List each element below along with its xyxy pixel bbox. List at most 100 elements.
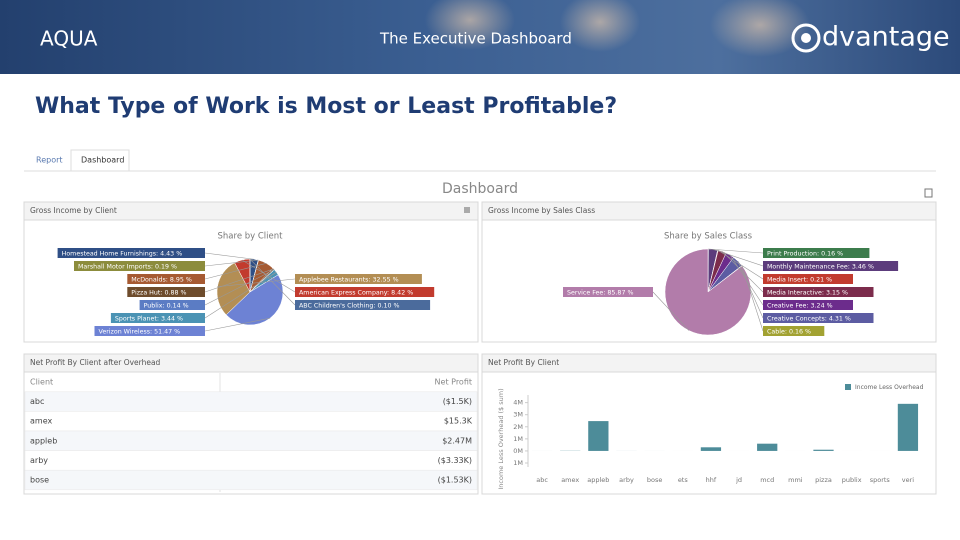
slice-label: Publix: 0.14 % bbox=[144, 303, 189, 310]
slice-label-box bbox=[57, 248, 205, 258]
table-row bbox=[24, 469, 478, 491]
slice-label: Cable: 0.16 % bbox=[767, 329, 811, 336]
logo-icon bbox=[801, 33, 811, 43]
table-header: Net Profit bbox=[435, 378, 472, 387]
x-tick-label: hhf bbox=[706, 476, 717, 484]
slice-label-box bbox=[563, 287, 653, 297]
table-cell: ($1.5K) bbox=[443, 397, 472, 406]
brand: AQUA bbox=[40, 27, 98, 51]
leader-line bbox=[741, 265, 764, 332]
panel-header bbox=[23, 201, 479, 221]
slice-label: Service Fee: 85.87 % bbox=[567, 290, 633, 297]
panel-header bbox=[481, 201, 937, 221]
slice-label-box bbox=[763, 248, 870, 258]
table-cell: amex bbox=[30, 417, 52, 426]
bar bbox=[757, 443, 778, 451]
x-tick-label: publix bbox=[842, 476, 862, 484]
x-tick-label: ets bbox=[678, 476, 689, 484]
slice-label: ABC Children's Clothing: 0.10 % bbox=[299, 303, 399, 310]
slice-label-box bbox=[127, 287, 205, 297]
leader-line bbox=[249, 258, 296, 306]
y-tick-label: 3M bbox=[513, 411, 523, 419]
slice-label-box bbox=[763, 274, 853, 284]
logo-icon bbox=[791, 23, 821, 53]
header-photo bbox=[710, 0, 810, 57]
table-cell: $2.47M bbox=[442, 436, 472, 445]
x-tick-label: mmi bbox=[788, 476, 803, 484]
slice-label: McDonalds: 8.95 % bbox=[131, 277, 192, 284]
panel-header bbox=[23, 353, 479, 373]
x-tick-label: bose bbox=[647, 476, 663, 484]
chart-title: Share by Client bbox=[218, 232, 284, 242]
table-row bbox=[24, 450, 478, 471]
table-row bbox=[24, 430, 478, 451]
table-cell: ($1.53K) bbox=[438, 476, 472, 485]
x-tick-label: arby bbox=[619, 476, 634, 484]
slice-label: Verizon Wireless: 51.47 % bbox=[99, 329, 181, 336]
slice-label-box bbox=[763, 261, 899, 271]
slice-label: Monthly Maintenance Fee: 3.46 % bbox=[767, 264, 874, 271]
panel-icon[interactable] bbox=[464, 207, 470, 213]
slice-label-box bbox=[94, 326, 205, 336]
tab[interactable]: Dashboard bbox=[81, 156, 124, 165]
slice-label-box bbox=[295, 287, 435, 297]
table-cell: arby bbox=[30, 456, 48, 465]
table-cell: bose bbox=[30, 476, 49, 485]
leader-line bbox=[708, 248, 764, 254]
slice-label-box bbox=[110, 313, 205, 323]
leader-line bbox=[217, 278, 296, 287]
x-tick-label: sports bbox=[870, 476, 891, 484]
logo: dvantage bbox=[822, 22, 950, 53]
x-tick-label: appleb bbox=[587, 476, 609, 484]
y-tick-label: 2M bbox=[513, 423, 523, 431]
y-tick-label: 0M bbox=[513, 447, 523, 455]
slice-label-box bbox=[139, 300, 205, 310]
tab-active[interactable] bbox=[70, 149, 130, 172]
slice-label: Homestead Home Furnishings: 4.43 % bbox=[62, 251, 183, 258]
slice-label: Sports Planet: 3.44 % bbox=[115, 316, 183, 323]
table-header: Client bbox=[30, 378, 53, 387]
slice-label-box bbox=[763, 326, 825, 336]
bar bbox=[700, 447, 722, 451]
x-tick-label: mcd bbox=[760, 476, 774, 484]
bar bbox=[897, 403, 919, 451]
slice-label: American Express Company: 8.42 % bbox=[299, 290, 413, 297]
leader-line bbox=[204, 269, 275, 306]
slice-label-box bbox=[127, 274, 205, 284]
export-icon[interactable] bbox=[924, 188, 933, 198]
leader-line bbox=[652, 291, 690, 331]
x-tick-label: abc bbox=[536, 476, 548, 484]
slice-label-box bbox=[74, 261, 205, 271]
bar bbox=[588, 421, 609, 451]
leader-line bbox=[204, 259, 259, 267]
legend-label: Income Less Overhead bbox=[855, 384, 924, 391]
y-tick-label: 1M bbox=[513, 459, 523, 467]
slice-label-box bbox=[763, 287, 874, 297]
slice-label-box bbox=[295, 300, 431, 310]
slice-label: Marshall Motor Imports: 0.19 % bbox=[78, 264, 177, 271]
slice-label-box bbox=[763, 313, 874, 323]
slice-label: Media Interactive: 3.15 % bbox=[767, 290, 848, 297]
table-cell: $15.3K bbox=[444, 417, 473, 426]
leader-line bbox=[204, 252, 255, 260]
x-tick-label: veri bbox=[902, 476, 915, 484]
panel bbox=[481, 353, 937, 495]
leader-line bbox=[737, 261, 764, 319]
leader-line bbox=[204, 317, 271, 332]
table-cell: abc bbox=[30, 397, 44, 406]
bar bbox=[813, 449, 834, 451]
panel-title: Net Profit By Client after Overhead bbox=[30, 358, 161, 367]
slice-label: Print Production: 0.16 % bbox=[767, 251, 843, 258]
table-cell: appleb bbox=[30, 436, 57, 445]
panel-title: Net Profit By Client bbox=[488, 358, 559, 367]
slice-label: Pizza Hut: 0.88 % bbox=[131, 290, 186, 297]
y-axis-label: Income Less Overhead ($ sum) bbox=[497, 388, 505, 489]
slice-label-box bbox=[295, 274, 422, 284]
leader-line bbox=[204, 268, 274, 293]
leader-line bbox=[204, 271, 277, 319]
y-tick-label: 1M bbox=[513, 435, 523, 443]
header-photo bbox=[560, 0, 640, 52]
tab[interactable]: Report bbox=[36, 156, 63, 165]
slice-label: Applebee Restaurants: 32.55 % bbox=[299, 277, 399, 284]
